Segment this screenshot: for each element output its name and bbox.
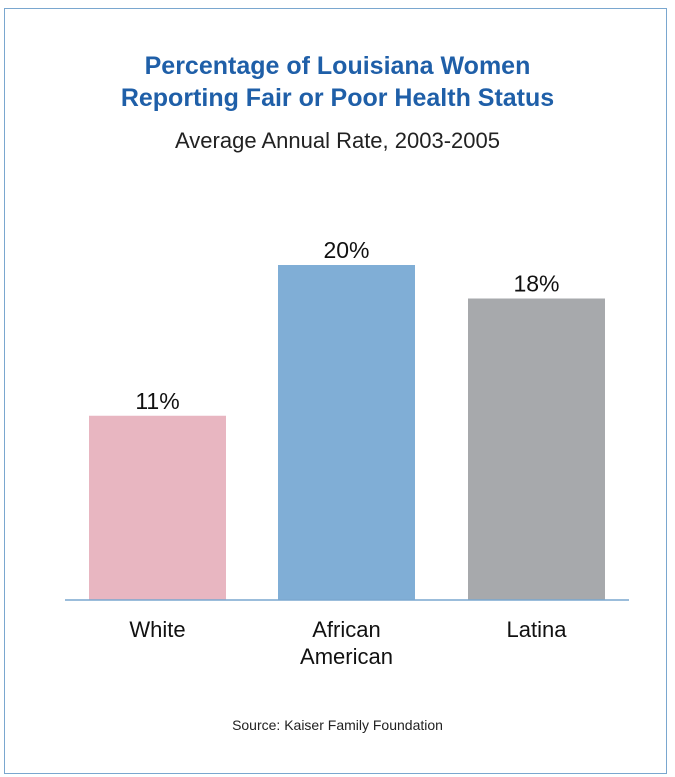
category-label-2: Latina xyxy=(507,617,568,642)
chart-title-line-2: Reporting Fair or Poor Health Status xyxy=(120,84,555,112)
category-label-2-line-0: Latina xyxy=(507,617,568,642)
category-labels-group: White African American Latina xyxy=(129,617,567,669)
value-labels-group: 11% 20% 18% xyxy=(135,237,559,414)
bars-group xyxy=(89,265,605,600)
bar-0 xyxy=(89,415,226,600)
source-note: Source: Kaiser Family Foundation xyxy=(232,717,443,733)
value-label-1: 20% xyxy=(323,237,369,263)
chart-title: Percentage of Louisiana Women Reporting … xyxy=(0,50,675,114)
category-label-0-line-0: White xyxy=(129,617,185,642)
value-label-0: 11% xyxy=(135,388,179,414)
value-label-2: 18% xyxy=(513,271,559,297)
category-label-1-line-1: American xyxy=(300,644,393,669)
bar-2 xyxy=(468,298,605,600)
category-label-1-line-0: African xyxy=(312,617,380,642)
chart-subtitle: Average Annual Rate, 2003-2005 xyxy=(175,128,500,153)
bar-1 xyxy=(278,265,415,600)
chart-title-line-1: Percentage of Louisiana Women xyxy=(144,52,531,80)
category-label-0: White xyxy=(129,617,185,642)
category-label-1: African American xyxy=(300,617,393,669)
